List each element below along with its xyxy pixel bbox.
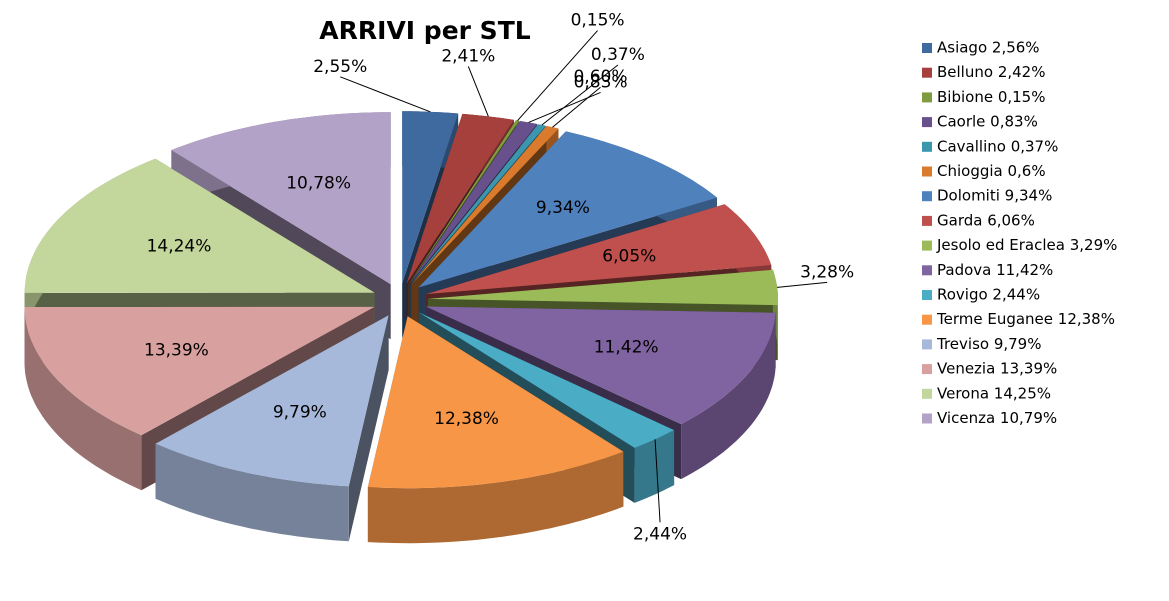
data-label: 9,34% xyxy=(536,198,590,218)
leader-line xyxy=(541,64,619,126)
legend-swatch xyxy=(922,141,932,152)
legend-swatch xyxy=(922,117,932,128)
slice-top xyxy=(155,315,389,487)
slice-wall xyxy=(634,430,675,503)
slice-top xyxy=(367,316,624,489)
slice-top xyxy=(409,121,538,285)
slice-top xyxy=(171,112,391,285)
leader-line xyxy=(517,30,598,121)
legend-swatch xyxy=(922,215,932,226)
slice xyxy=(367,316,624,544)
legend-swatch xyxy=(922,92,932,103)
legend-label: Rovigo 2,44% xyxy=(937,286,1040,304)
slice-wall xyxy=(367,451,624,544)
legend-swatch xyxy=(922,388,932,399)
legend-label: Asiago 2,56% xyxy=(937,39,1040,57)
data-label: 3,28% xyxy=(800,262,854,282)
legend-label: Garda 6,06% xyxy=(937,211,1035,229)
data-label: 0,60% xyxy=(573,67,627,87)
legend-swatch xyxy=(922,43,932,53)
slice-top xyxy=(418,312,675,448)
legend-swatch xyxy=(922,240,932,251)
data-label: 10,78% xyxy=(286,174,351,194)
legend-swatch xyxy=(922,166,932,177)
data-label: 9,79% xyxy=(273,403,327,423)
slice-top xyxy=(406,113,514,284)
legend-label: Bibione 0,15% xyxy=(937,88,1045,106)
slice-top xyxy=(418,131,717,288)
legend-label: Vicenza 10,79% xyxy=(937,409,1057,427)
slice-top xyxy=(24,158,375,293)
data-label: 2,41% xyxy=(441,46,495,66)
chart-title: ARRIVI per STL xyxy=(319,16,530,45)
legend-label: Padova 11,42% xyxy=(937,261,1053,279)
slice-wall xyxy=(681,312,776,480)
slice-top xyxy=(426,204,772,295)
leader-line xyxy=(654,439,661,523)
legend-swatch xyxy=(922,290,932,300)
legend-label: Verona 14,25% xyxy=(937,384,1051,402)
leader-line xyxy=(467,66,489,117)
legend-label: Chioggia 0,6% xyxy=(937,162,1046,180)
data-label: 12,38% xyxy=(434,409,499,429)
slice-top xyxy=(425,306,776,425)
legend-label: Dolomiti 9,34% xyxy=(937,187,1052,205)
data-label: 14,24% xyxy=(147,237,212,257)
slice-top xyxy=(410,124,546,285)
legend-swatch xyxy=(922,314,932,325)
data-label: 0,83% xyxy=(574,72,628,92)
data-label: 2,44% xyxy=(633,524,687,544)
legend-label: Caorle 0,83% xyxy=(937,113,1038,131)
leader-line xyxy=(777,281,828,288)
data-label: 6,05% xyxy=(602,247,656,267)
legend-swatch xyxy=(922,191,932,202)
data-label: 13,39% xyxy=(144,341,209,361)
data-label: 0,15% xyxy=(571,11,625,31)
legend-swatch xyxy=(922,67,932,78)
legend-label: Terme Euganee 12,38% xyxy=(936,310,1115,328)
legend-swatch xyxy=(922,339,932,350)
slice-top xyxy=(402,111,459,284)
legend-label: Venezia 13,39% xyxy=(937,360,1057,378)
slice-top xyxy=(408,120,520,284)
legend-swatch xyxy=(922,364,932,375)
leader-line xyxy=(340,76,431,113)
data-label: 0,37% xyxy=(591,45,645,65)
slice-wall xyxy=(155,443,349,542)
data-label: 11,42% xyxy=(594,337,659,357)
slice-top xyxy=(24,306,375,436)
leader-line xyxy=(552,86,601,128)
legend-swatch xyxy=(922,265,932,276)
slice-wall xyxy=(24,307,142,491)
legend-label: Belluno 2,42% xyxy=(937,63,1045,81)
legend-label: Cavallino 0,37% xyxy=(937,137,1058,155)
legend-label: Jesolo ed Eraclea 3,29% xyxy=(936,236,1117,254)
slice xyxy=(155,315,389,542)
data-label: 2,55% xyxy=(313,57,367,77)
slice-top xyxy=(411,126,559,285)
legend-label: Treviso 9,79% xyxy=(936,335,1041,353)
slice-top xyxy=(427,269,778,306)
legend-swatch xyxy=(922,413,932,424)
